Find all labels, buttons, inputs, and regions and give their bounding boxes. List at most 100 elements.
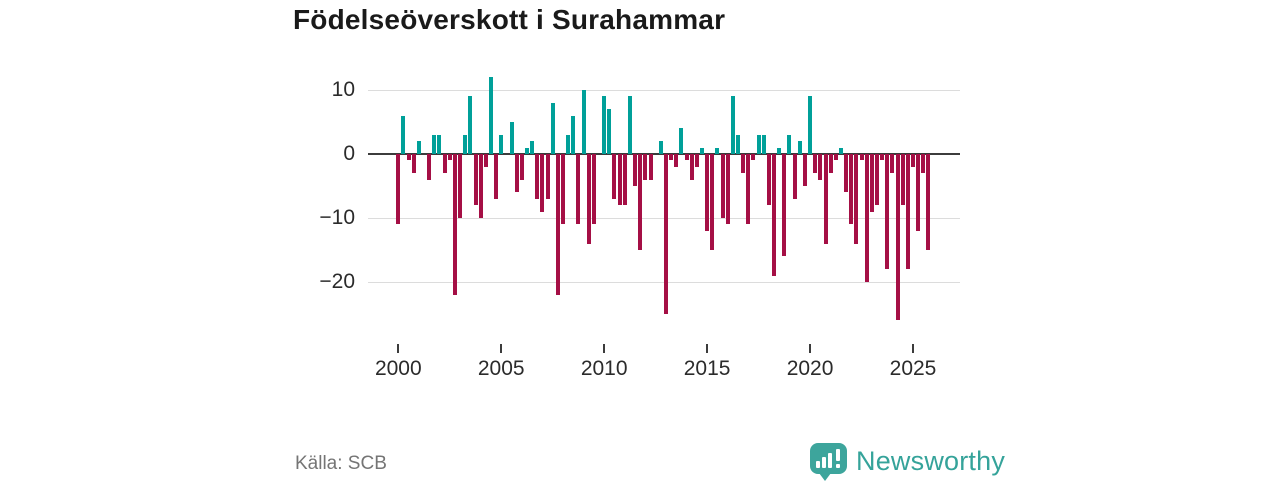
bar-2014-q1 bbox=[684, 154, 689, 161]
bar-2022-q1 bbox=[849, 154, 854, 225]
x-axis-tick bbox=[706, 344, 709, 353]
bar-2019-q3 bbox=[797, 141, 802, 154]
bar-2023-q2 bbox=[874, 154, 879, 206]
bar-2023-q4 bbox=[885, 154, 890, 270]
newsworthy-logo-text: Newsworthy bbox=[856, 445, 1006, 476]
bar-2003-q4 bbox=[473, 154, 478, 206]
bar-2002-q4 bbox=[452, 154, 457, 295]
x-axis-tick bbox=[500, 344, 503, 353]
bar-2018-q4 bbox=[782, 154, 787, 257]
bar-2009-q2 bbox=[586, 154, 591, 244]
bar-2010-q1 bbox=[602, 96, 607, 154]
bar-2001-q1 bbox=[416, 141, 421, 154]
bar-2020-q2 bbox=[813, 154, 818, 174]
bar-2015-q2 bbox=[710, 154, 715, 250]
bar-2007-q3 bbox=[550, 102, 555, 154]
bar-2023-q3 bbox=[880, 154, 885, 161]
bar-2016-q3 bbox=[736, 134, 740, 154]
bar-2025-q2 bbox=[916, 154, 921, 231]
gridline bbox=[368, 90, 960, 91]
bar-2007-q4 bbox=[555, 154, 560, 295]
bar-2002-q2 bbox=[442, 154, 447, 174]
x-axis-tick bbox=[809, 344, 812, 353]
bar-2014-q4 bbox=[699, 147, 704, 154]
bar-2013-q4 bbox=[679, 128, 684, 154]
bar-2016-q4 bbox=[741, 154, 746, 174]
bar-2008-q1 bbox=[561, 154, 565, 225]
bar-2024-q2 bbox=[895, 154, 900, 321]
bar-2001-q4 bbox=[432, 134, 437, 154]
bar-2013-q2 bbox=[669, 154, 674, 161]
bar-2018-q3 bbox=[777, 147, 782, 154]
bar-2006-q4 bbox=[535, 154, 540, 199]
bar-2002-q1 bbox=[437, 134, 442, 154]
bar-2008-q2 bbox=[566, 134, 571, 154]
bar-2021-q4 bbox=[844, 154, 849, 193]
x-axis-tick bbox=[397, 344, 400, 353]
bar-2000-q4 bbox=[411, 154, 416, 174]
bar-2011-q2 bbox=[627, 96, 632, 154]
bar-2014-q3 bbox=[694, 154, 699, 167]
bar-2004-q4 bbox=[494, 154, 499, 199]
bar-2023-q1 bbox=[869, 154, 874, 212]
bar-2019-q1 bbox=[787, 134, 792, 154]
bar-2000-q1 bbox=[396, 154, 401, 225]
bar-2015-q3 bbox=[715, 147, 720, 154]
bar-2005-q3 bbox=[509, 122, 514, 154]
newsworthy-logo-icon bbox=[810, 442, 847, 481]
bar-2004-q2 bbox=[483, 154, 488, 167]
bar-2021-q2 bbox=[833, 154, 838, 161]
bar-2013-q3 bbox=[674, 154, 679, 167]
bar-2010-q3 bbox=[612, 154, 617, 199]
x-axis-tick bbox=[912, 344, 914, 353]
bar-2002-q3 bbox=[447, 154, 452, 161]
x-axis-label: 2010 bbox=[580, 357, 628, 380]
bar-2015-q1 bbox=[705, 154, 710, 231]
bar-2008-q3 bbox=[571, 115, 576, 154]
bar-2003-q1 bbox=[458, 154, 463, 218]
bar-2022-q4 bbox=[864, 154, 869, 282]
bar-2008-q4 bbox=[576, 154, 581, 225]
bar-2020-q4 bbox=[823, 154, 828, 244]
bar-2011-q3 bbox=[633, 154, 638, 186]
bar-2003-q2 bbox=[463, 134, 468, 154]
bar-2020-q3 bbox=[818, 154, 823, 180]
bar-2017-q3 bbox=[756, 134, 761, 154]
bar-2012-q1 bbox=[643, 154, 648, 180]
x-axis-label: 2015 bbox=[683, 357, 731, 380]
y-axis-label: −20 bbox=[319, 270, 355, 293]
bar-2020-q1 bbox=[808, 96, 813, 154]
bar-2006-q3 bbox=[530, 141, 535, 154]
bar-2025-q3 bbox=[921, 154, 926, 174]
x-axis-label: 2005 bbox=[477, 357, 525, 380]
bar-2019-q2 bbox=[792, 154, 797, 199]
bar-2019-q4 bbox=[802, 154, 807, 186]
bar-2021-q3 bbox=[838, 147, 843, 154]
bar-2022-q2 bbox=[854, 154, 859, 244]
bar-2017-q4 bbox=[761, 134, 766, 154]
source-label: Källa: SCB bbox=[295, 453, 387, 474]
bar-2011-q1 bbox=[622, 154, 627, 206]
page-title: Födelseöverskott i Surahammar bbox=[293, 4, 726, 35]
bar-2010-q2 bbox=[607, 109, 612, 154]
bar-2011-q4 bbox=[638, 154, 643, 250]
bar-2005-q4 bbox=[514, 154, 519, 193]
bar-2022-q3 bbox=[859, 154, 864, 161]
bar-2021-q1 bbox=[828, 154, 833, 174]
bar-2005-q1 bbox=[499, 134, 504, 154]
bar-2004-q3 bbox=[488, 77, 493, 154]
bar-2006-q2 bbox=[524, 147, 529, 154]
x-axis-label: 2025 bbox=[889, 357, 937, 380]
bar-2017-q2 bbox=[751, 154, 756, 161]
bar-2012-q2 bbox=[648, 154, 653, 180]
newsworthy-logo: Newsworthy bbox=[810, 441, 1005, 481]
bar-2018-q2 bbox=[772, 154, 777, 276]
bar-2025-q1 bbox=[911, 154, 915, 167]
bar-2016-q2 bbox=[730, 96, 735, 154]
x-axis-label: 2000 bbox=[374, 357, 422, 380]
y-axis-label: −10 bbox=[319, 206, 355, 229]
x-axis-tick bbox=[603, 344, 606, 353]
bar-2009-q3 bbox=[591, 154, 596, 225]
bar-2013-q1 bbox=[663, 154, 668, 314]
